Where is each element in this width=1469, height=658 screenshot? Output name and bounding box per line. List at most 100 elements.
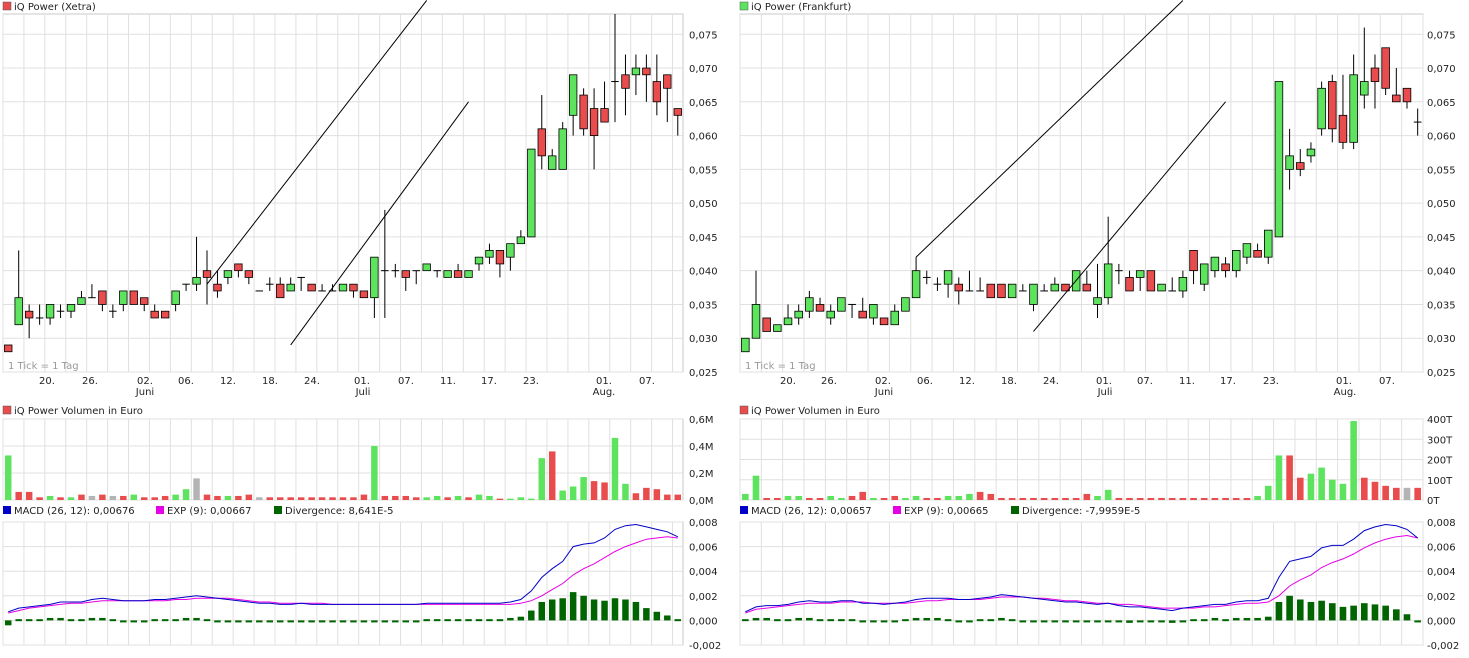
volume-bar (1168, 497, 1176, 500)
macd-tick-label: 0,000 (1427, 616, 1456, 627)
volume-tick-label: 400T (1427, 415, 1453, 426)
volume-tick-label: 200T (1427, 456, 1453, 467)
divergence-bar (486, 619, 493, 622)
x-day-label: 20. (39, 376, 55, 387)
candle-body (805, 297, 814, 312)
divergence-bar (580, 595, 587, 621)
divergence-bar (1371, 604, 1379, 621)
divergence-bar (1200, 619, 1208, 622)
candle-body (815, 304, 825, 312)
x-day-label: 07. (1137, 376, 1153, 387)
candle-body (1093, 297, 1102, 305)
volume-bar (816, 497, 824, 500)
volume-bar (423, 497, 430, 500)
candle-body (453, 270, 463, 278)
legend-swatch-macd (740, 506, 748, 514)
divergence-bar (987, 619, 995, 622)
candle-body (286, 283, 295, 292)
divergence-bar (78, 619, 85, 622)
volume-bar (569, 486, 577, 500)
volume-bar (517, 497, 525, 500)
volume-bar (287, 497, 294, 500)
divergence-bar (151, 619, 158, 622)
price-tick-label: 0,070 (1427, 64, 1456, 75)
candle-body (997, 283, 1006, 299)
volume-tick-label: 0,0M (689, 496, 714, 507)
volume-bar (151, 497, 158, 500)
candle-body (516, 236, 526, 245)
candle-body (160, 310, 170, 319)
price-tick-label: 0,055 (1427, 165, 1456, 176)
divergence-bar (507, 617, 514, 621)
volume-bar (1286, 455, 1293, 500)
candle-body (579, 94, 588, 130)
macd-tick-label: 0,004 (689, 567, 718, 578)
divergence-bar (1339, 606, 1347, 621)
candle-body (66, 304, 76, 312)
volume-bar (67, 497, 75, 500)
candle-body (1296, 162, 1305, 170)
x-day-label: 02. (137, 376, 153, 387)
divergence-bar (870, 620, 877, 623)
candle-body (4, 344, 13, 353)
volume-bar (955, 495, 963, 500)
volume-bar (1339, 483, 1347, 500)
divergence-bar (339, 620, 347, 623)
price-tick-label: 0,025 (1427, 368, 1456, 379)
candle-body (943, 270, 953, 285)
x-month-label: Aug. (593, 387, 616, 398)
volume-bar (36, 497, 43, 500)
divergence-bar (1094, 620, 1101, 623)
candle-body (506, 243, 515, 258)
divergence-bar (1126, 620, 1133, 623)
candle-body (652, 81, 662, 103)
price-chart-title: iQ Power (Frankfurt) (751, 2, 851, 13)
candle-body (986, 283, 996, 299)
candle-body (1253, 250, 1262, 258)
divergence-bar (1136, 620, 1144, 623)
divergence-bar (1008, 619, 1016, 622)
volume-bar (848, 495, 856, 500)
candle-body (1402, 87, 1412, 103)
candle-body (495, 250, 505, 265)
divergence-bar (632, 601, 640, 621)
divergence-bar (838, 619, 845, 622)
volume-bar (1328, 479, 1336, 500)
divergence-bar (224, 620, 232, 623)
volume-bar (601, 482, 608, 500)
volume-bar (1104, 489, 1112, 500)
divergence-bar (25, 619, 33, 622)
volume-bar (266, 497, 274, 500)
volume-bar (161, 495, 169, 500)
x-day-label: 12. (959, 376, 975, 387)
divergence-bar (848, 619, 856, 622)
volume-bar (276, 497, 284, 500)
candle-body (1232, 250, 1241, 272)
x-day-label: 07. (398, 376, 414, 387)
divergence-bar (923, 617, 931, 621)
x-month-label: Juli (1097, 387, 1113, 398)
candle-body (1370, 67, 1380, 82)
x-day-label: 06. (917, 376, 933, 387)
trend-channel-lower (1033, 101, 1226, 332)
volume-bar (486, 495, 493, 500)
volume-bar (130, 494, 138, 500)
candle-body (548, 155, 557, 170)
x-day-label: 01. (354, 376, 370, 387)
x-day-label: 17. (1220, 376, 1236, 387)
volume-bar (1083, 493, 1091, 500)
volume-bar (256, 497, 263, 500)
volume-bar (1200, 497, 1208, 500)
divergence-bar (601, 600, 608, 621)
x-day-label: 07. (1379, 376, 1395, 387)
candle-body (600, 108, 609, 123)
divergence-bar (742, 619, 749, 622)
volume-bar (371, 446, 378, 500)
price-tick-label: 0,040 (1427, 267, 1456, 278)
volume-bar (433, 495, 441, 500)
x-day-label: 26. (821, 376, 837, 387)
divergence-bar (130, 620, 138, 623)
candle-body (1007, 283, 1017, 299)
legend-swatch (739, 1, 749, 11)
